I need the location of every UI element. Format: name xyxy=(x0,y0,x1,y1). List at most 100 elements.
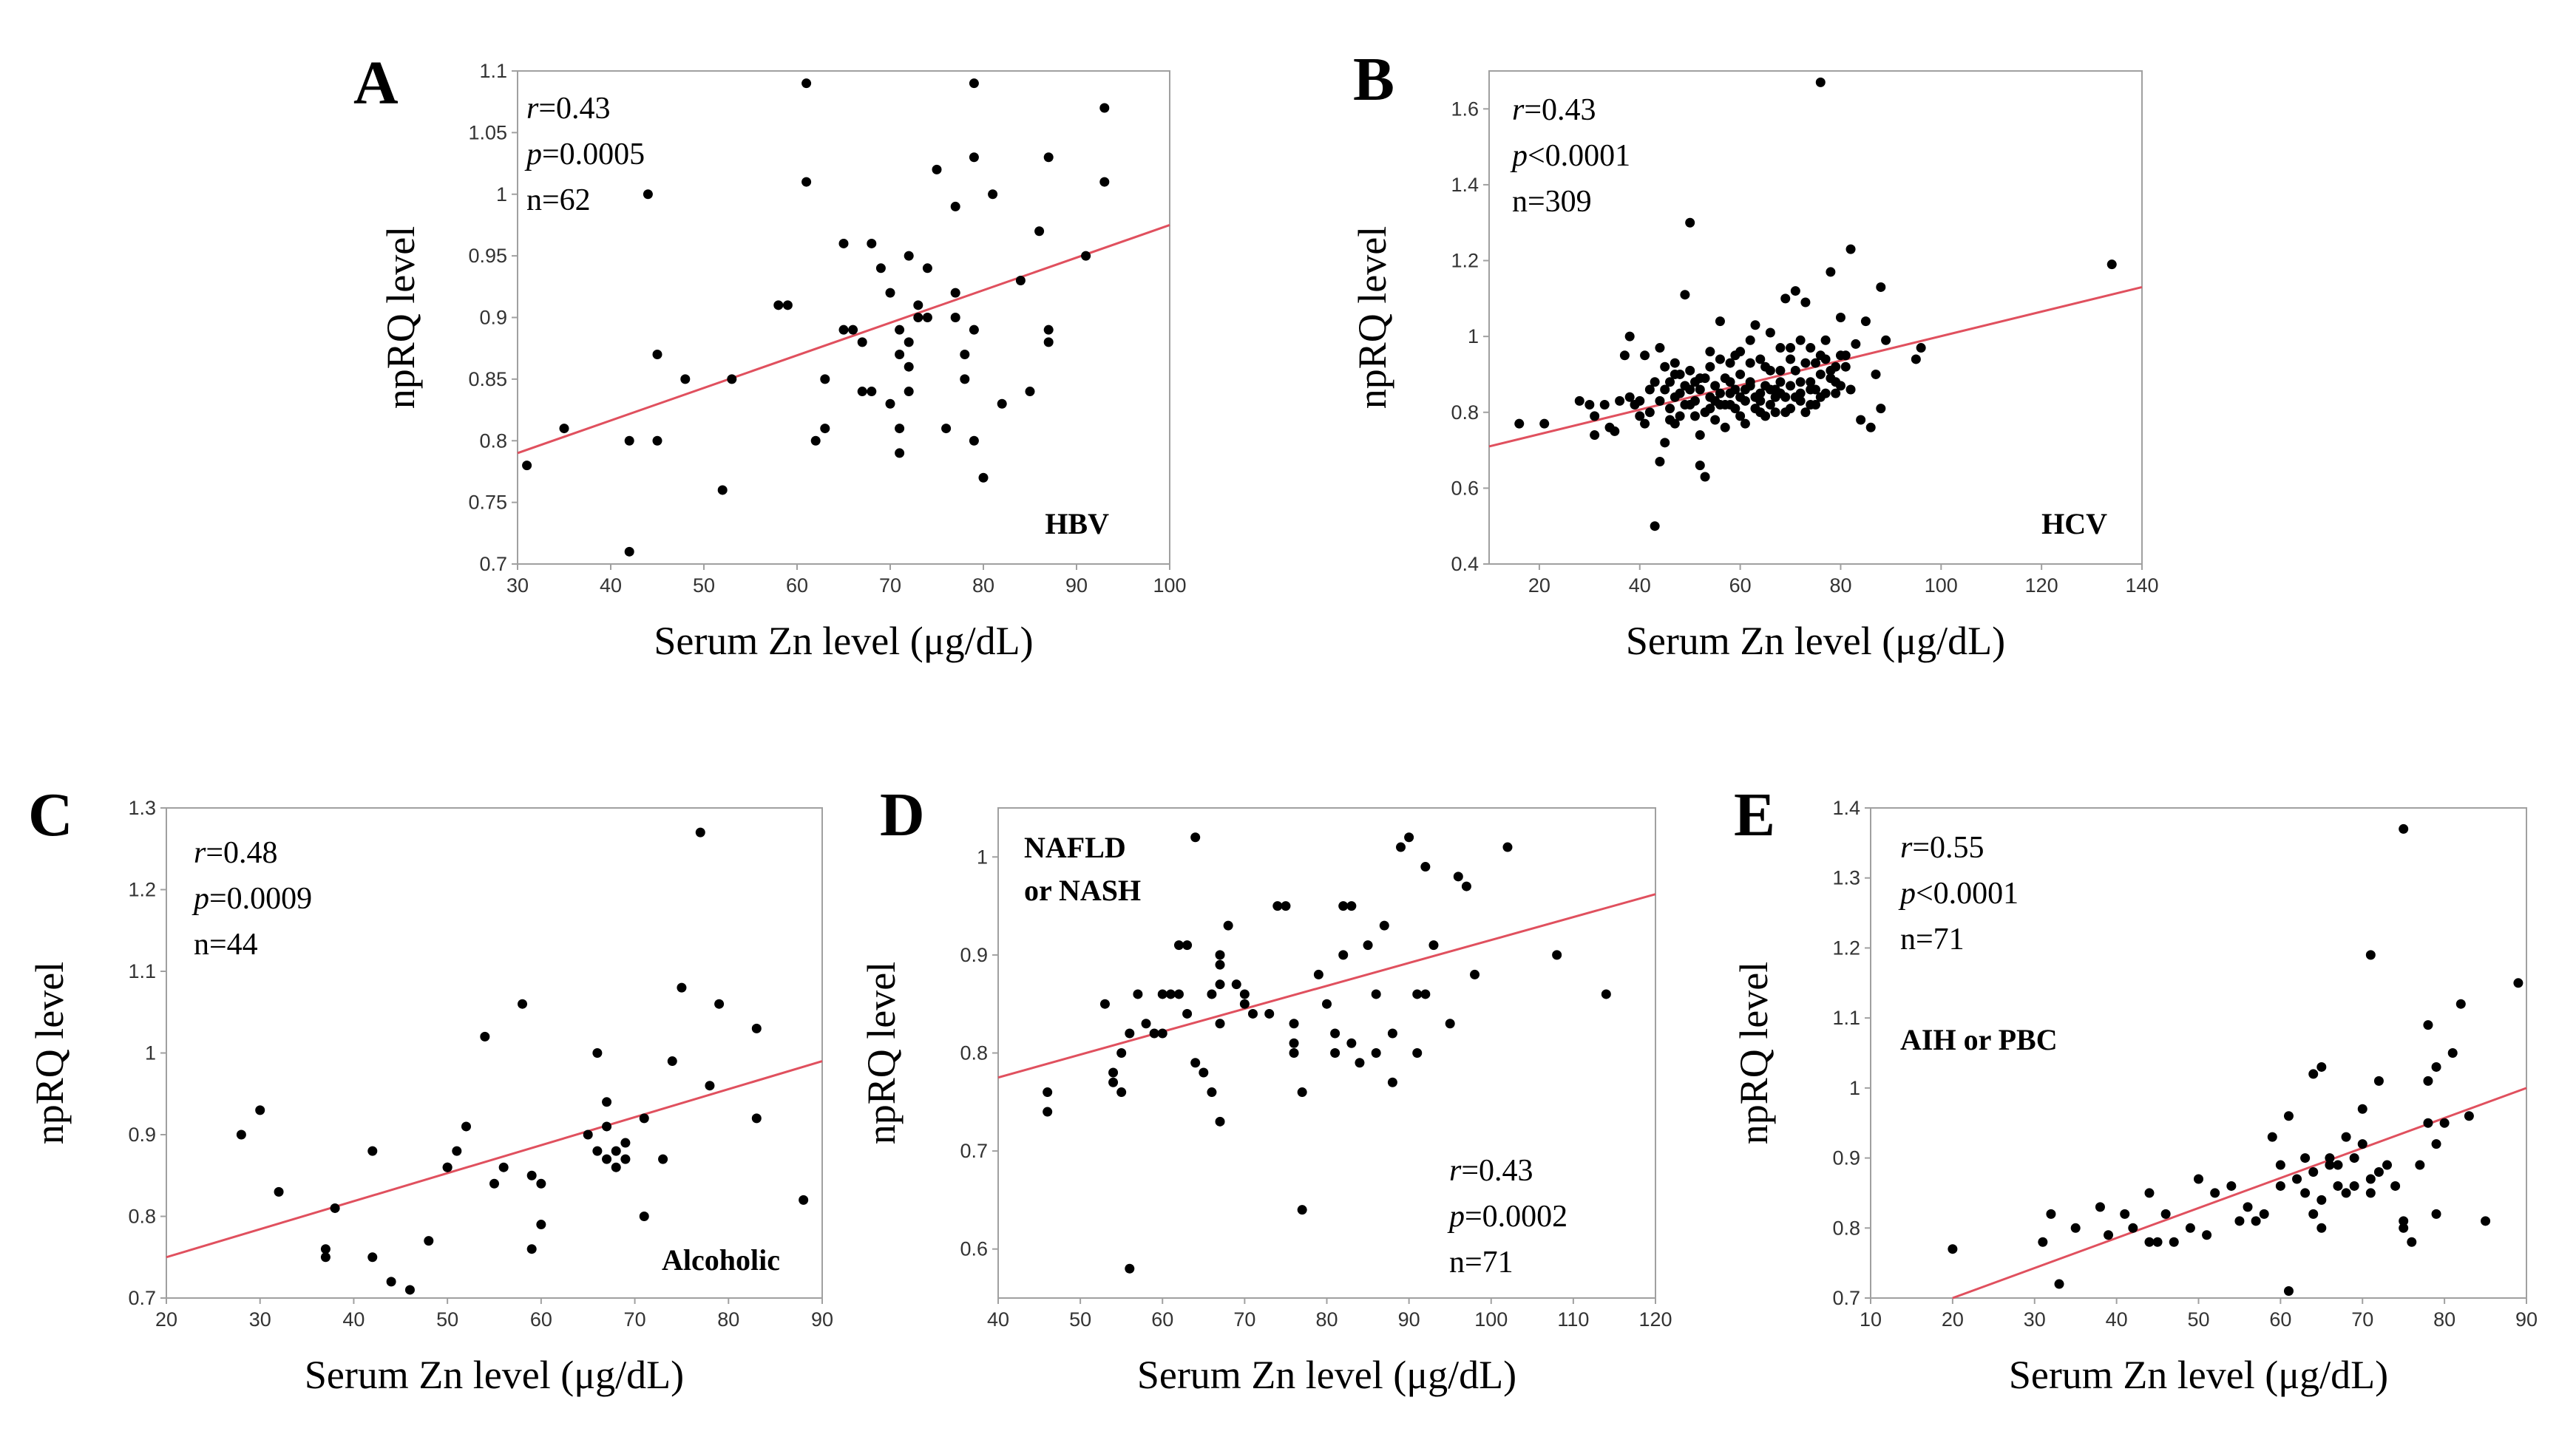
data-point xyxy=(559,424,569,434)
x-tick-label: 110 xyxy=(1557,1308,1589,1331)
data-point xyxy=(1705,404,1715,414)
data-point xyxy=(1590,430,1600,441)
y-tick-label: 0.7 xyxy=(1832,1287,1860,1309)
y-tick-label: 0.9 xyxy=(128,1124,156,1146)
data-point xyxy=(1552,950,1562,960)
stat-r: r=0.55 xyxy=(1900,831,1984,865)
data-point xyxy=(1695,384,1705,395)
data-point xyxy=(1644,384,1655,395)
data-point xyxy=(2283,1286,2294,1297)
panel-letter: B xyxy=(1353,45,1394,114)
y-tick-label: 1 xyxy=(977,846,988,868)
data-point xyxy=(1099,177,1110,187)
group-label: or NASH xyxy=(1024,874,1141,907)
data-point xyxy=(404,1285,415,1295)
y-axis-label: npRQ level xyxy=(27,962,72,1144)
data-point xyxy=(522,461,532,471)
data-point xyxy=(1710,381,1721,391)
data-point xyxy=(1786,343,1796,353)
data-point xyxy=(2160,1209,2171,1219)
data-point xyxy=(255,1105,265,1115)
data-point xyxy=(1420,989,1431,999)
data-point xyxy=(875,263,886,274)
x-tick-label: 90 xyxy=(1398,1308,1420,1331)
data-point xyxy=(2341,1132,2351,1142)
data-point xyxy=(1338,901,1349,911)
data-point xyxy=(1207,989,1217,999)
group-label: Alcoholic xyxy=(662,1243,780,1277)
data-point xyxy=(2202,1230,2212,1240)
data-point xyxy=(799,1195,809,1205)
data-point xyxy=(1840,361,1851,372)
data-point xyxy=(2431,1209,2441,1219)
data-point xyxy=(1149,1028,1159,1039)
x-tick-label: 60 xyxy=(786,574,808,597)
data-point xyxy=(838,238,849,248)
data-point xyxy=(611,1146,621,1156)
x-tick-label: 30 xyxy=(249,1308,271,1331)
data-point xyxy=(2243,1202,2253,1212)
data-point xyxy=(1916,343,1926,353)
data-point xyxy=(1871,369,1881,379)
data-point xyxy=(1685,217,1695,228)
data-point xyxy=(2341,1188,2351,1198)
panel-c: 20 30 40 50 60 70 80 90 0.7 0.8 0.9 1 1.1 1.2 1.3 Serum… xyxy=(27,781,833,1397)
data-point xyxy=(1624,331,1635,342)
data-point xyxy=(1826,365,1836,376)
data-point xyxy=(773,300,784,310)
x-axis-label: Serum Zn level (μg/dL) xyxy=(305,1353,684,1397)
data-point xyxy=(1615,395,1625,406)
data-point xyxy=(913,300,923,310)
data-point xyxy=(1865,422,1876,432)
data-point xyxy=(904,387,914,397)
panel-e: 10 20 30 40 50 60 70 80 90 0.7 0.8 0.9 1 1.1 1.2 1.3 1.4… xyxy=(1732,781,2538,1397)
stat-n: n=309 xyxy=(1512,185,1592,219)
data-point xyxy=(2373,1076,2384,1086)
data-point xyxy=(2431,1139,2441,1149)
data-point xyxy=(2210,1188,2220,1198)
y-tick-label: 1.3 xyxy=(1832,867,1860,889)
data-point xyxy=(1428,940,1439,951)
data-point xyxy=(913,313,923,322)
panel-letter: E xyxy=(1734,781,1775,849)
data-point xyxy=(1685,365,1695,376)
y-tick-label: 0.9 xyxy=(1832,1147,1860,1169)
x-tick-label: 80 xyxy=(2433,1308,2455,1331)
data-point xyxy=(1948,1244,1958,1254)
y-tick-label: 0.8 xyxy=(1832,1217,1860,1239)
data-point xyxy=(885,398,895,409)
data-point xyxy=(1740,418,1750,429)
data-point xyxy=(2325,1160,2335,1170)
data-point xyxy=(1396,842,1406,852)
data-point xyxy=(1745,358,1755,368)
data-point xyxy=(2267,1132,2277,1142)
data-point xyxy=(904,361,914,372)
regression-line xyxy=(166,1060,823,1259)
data-point xyxy=(1750,404,1760,414)
data-point xyxy=(1680,290,1690,300)
data-point xyxy=(1755,354,1766,364)
y-tick-label: 1.2 xyxy=(1832,937,1860,959)
data-point xyxy=(1735,392,1746,402)
data-point xyxy=(1412,1048,1423,1058)
data-point xyxy=(1689,395,1700,406)
data-point xyxy=(1670,392,1680,402)
data-point xyxy=(2349,1180,2359,1191)
data-point xyxy=(536,1178,546,1189)
panel-letter: D xyxy=(880,781,925,849)
data-point xyxy=(1034,226,1045,237)
data-point xyxy=(1025,387,1035,397)
x-tick-label: 40 xyxy=(600,574,622,597)
data-point xyxy=(1710,415,1721,425)
data-point xyxy=(2308,1167,2319,1178)
data-point xyxy=(583,1129,593,1140)
data-point xyxy=(677,982,687,993)
data-point xyxy=(969,325,979,335)
data-point xyxy=(969,78,979,89)
x-tick-label: 70 xyxy=(879,574,901,597)
data-point xyxy=(1043,337,1054,347)
y-axis-label: npRQ level xyxy=(1350,226,1394,409)
data-point xyxy=(1371,989,1381,999)
data-point xyxy=(2234,1216,2245,1226)
